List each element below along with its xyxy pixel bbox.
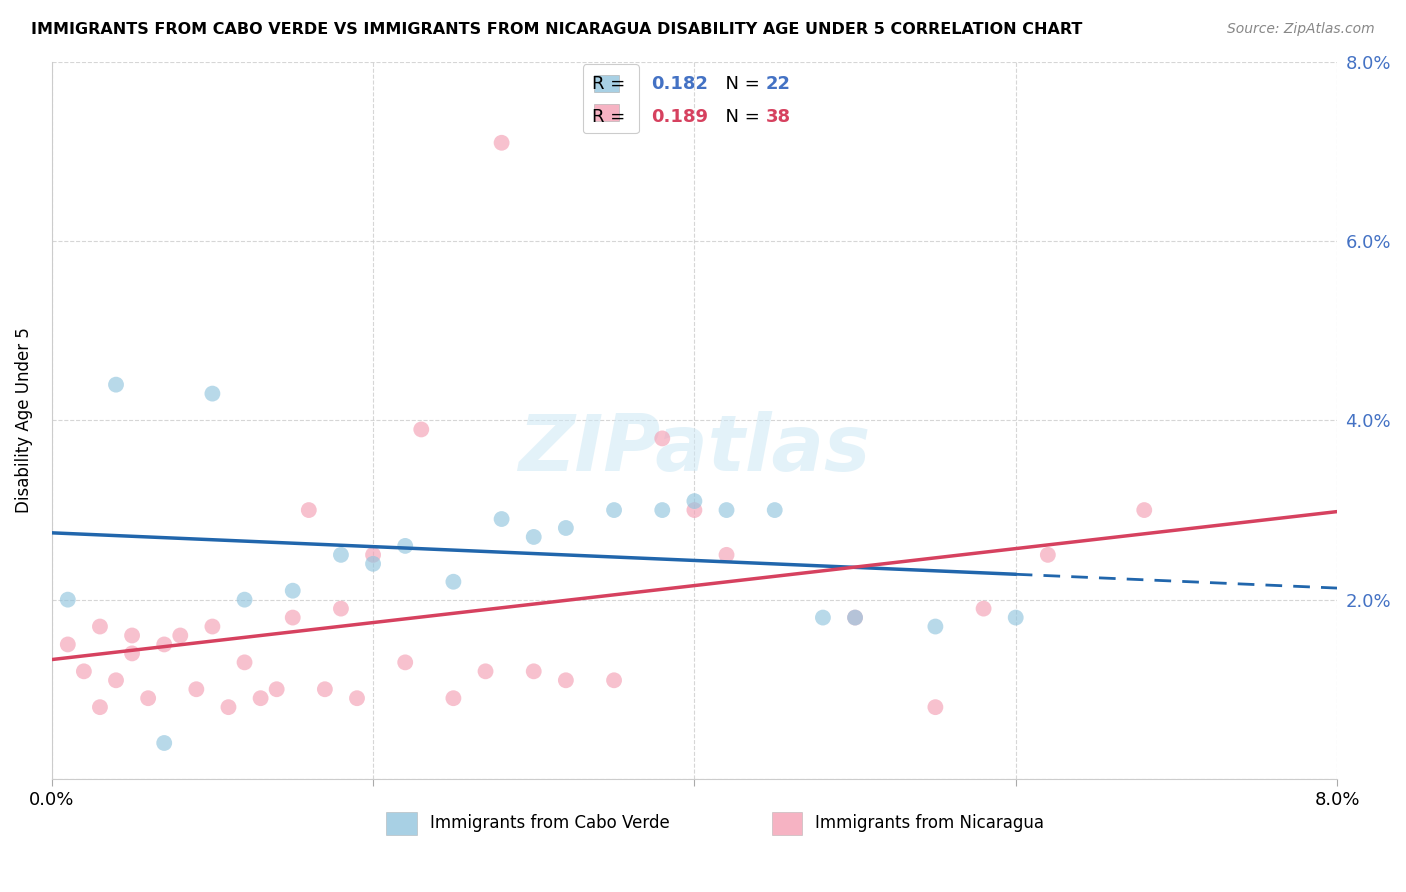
Point [233, 592, 256, 607]
Point [233, 656, 256, 670]
Legend: , : , [583, 64, 638, 133]
Text: N =: N = [714, 75, 766, 93]
Point [523, 665, 546, 679]
Point [89, 700, 111, 714]
Point [314, 682, 336, 697]
Point [329, 601, 352, 615]
Point [973, 601, 995, 615]
Point [346, 691, 368, 706]
Point [394, 539, 416, 553]
Point [218, 700, 240, 714]
Point [186, 682, 208, 697]
Point [844, 610, 866, 624]
Text: R =: R = [592, 108, 631, 126]
Point [281, 610, 304, 624]
Point [716, 503, 738, 517]
FancyBboxPatch shape [385, 812, 416, 835]
Point [716, 548, 738, 562]
Point [361, 557, 384, 571]
Point [281, 583, 304, 598]
Text: Immigrants from Cabo Verde: Immigrants from Cabo Verde [430, 814, 669, 832]
Point [491, 136, 513, 150]
Point [763, 503, 786, 517]
Point [153, 736, 176, 750]
Point [121, 628, 143, 642]
Point [169, 628, 191, 642]
Text: Immigrants from Nicaragua: Immigrants from Nicaragua [815, 814, 1045, 832]
Point [56, 637, 79, 651]
Point [924, 619, 946, 633]
Text: R =: R = [592, 75, 631, 93]
Point [554, 521, 576, 535]
Point [811, 610, 834, 624]
Text: 0.182: 0.182 [651, 75, 709, 93]
Point [844, 610, 866, 624]
Point [603, 673, 626, 688]
Point [201, 386, 224, 401]
Point [394, 656, 416, 670]
Point [73, 665, 96, 679]
Point [683, 494, 706, 508]
Point [329, 548, 352, 562]
Text: 0.189: 0.189 [651, 108, 709, 126]
Point [201, 619, 224, 633]
Point [1133, 503, 1156, 517]
Point [361, 548, 384, 562]
Point [105, 673, 128, 688]
Text: IMMIGRANTS FROM CABO VERDE VS IMMIGRANTS FROM NICARAGUA DISABILITY AGE UNDER 5 C: IMMIGRANTS FROM CABO VERDE VS IMMIGRANTS… [31, 22, 1083, 37]
Point [56, 592, 79, 607]
Point [554, 673, 576, 688]
Point [266, 682, 288, 697]
Point [924, 700, 946, 714]
Text: 38: 38 [766, 108, 792, 126]
Point [153, 637, 176, 651]
Text: Source: ZipAtlas.com: Source: ZipAtlas.com [1227, 22, 1375, 37]
Y-axis label: Disability Age Under 5: Disability Age Under 5 [15, 327, 32, 514]
Point [651, 431, 673, 445]
Point [651, 503, 673, 517]
Text: 22: 22 [766, 75, 792, 93]
Point [121, 647, 143, 661]
Point [491, 512, 513, 526]
Point [411, 422, 433, 436]
Point [1004, 610, 1026, 624]
Point [89, 619, 111, 633]
Point [1036, 548, 1059, 562]
Point [523, 530, 546, 544]
Point [603, 503, 626, 517]
Point [105, 377, 128, 392]
Point [474, 665, 496, 679]
Point [441, 574, 464, 589]
Text: ZIPatlas: ZIPatlas [519, 411, 870, 487]
Point [298, 503, 321, 517]
Text: N =: N = [714, 108, 766, 126]
Point [441, 691, 464, 706]
Point [249, 691, 271, 706]
FancyBboxPatch shape [772, 812, 803, 835]
Point [683, 503, 706, 517]
Point [136, 691, 159, 706]
